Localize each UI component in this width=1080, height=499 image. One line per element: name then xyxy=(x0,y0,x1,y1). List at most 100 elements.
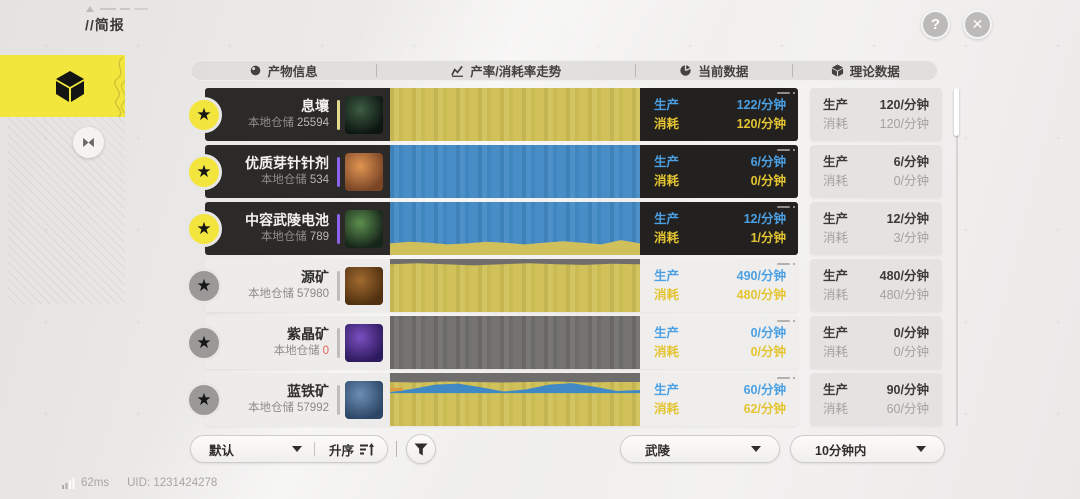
theory-production-value: 12/分钟 xyxy=(886,212,929,226)
storage-label: 本地仓储 xyxy=(248,402,295,415)
storage-value: 0 xyxy=(322,345,329,358)
help-button[interactable]: ? xyxy=(921,10,950,39)
production-label: 生产 xyxy=(654,269,680,283)
favorite-star-button[interactable]: ★ xyxy=(186,325,222,361)
product-info-cell: 息壤 本地仓储 25594 xyxy=(205,88,390,141)
current-consumption-value: 0/分钟 xyxy=(750,345,786,359)
theory-consumption-value: 120/分钟 xyxy=(879,117,929,131)
star-icon: ★ xyxy=(196,390,212,409)
favorite-star-button[interactable]: ★ xyxy=(186,382,222,418)
product-row-card[interactable]: 中容武陵电池 本地仓储 789 生产 12/分钟 消耗 1/分钟 xyxy=(205,202,798,255)
star-icon: ★ xyxy=(196,276,212,295)
product-row-card[interactable]: 源矿 本地仓储 57980 生产 490/分钟 消耗 480/分钟 xyxy=(205,259,798,312)
product-info-cell: 紫晶矿 本地仓储 0 xyxy=(205,316,390,369)
consumption-label: 消耗 xyxy=(654,174,680,188)
current-consumption-value: 120/分钟 xyxy=(736,117,786,131)
status-bar: 62ms UID: 1231424278 xyxy=(62,477,217,489)
row-handle xyxy=(777,206,795,208)
tab-current-data[interactable]: 当前数据 xyxy=(636,60,791,81)
tab-theory-data[interactable]: 理论数据 xyxy=(793,60,938,81)
product-row: ★ 紫晶矿 本地仓储 0 生产 0/分钟 消耗 0/分钟 xyxy=(186,316,948,369)
scrollbar-thumb[interactable] xyxy=(954,88,959,136)
product-row-card[interactable]: 紫晶矿 本地仓储 0 生产 0/分钟 消耗 0/分钟 xyxy=(205,316,798,369)
theory-data-cell: 生产 0/分钟 消耗 0/分钟 xyxy=(810,316,942,369)
time-range-dropdown[interactable]: 10分钟内 xyxy=(790,435,945,463)
pie-chart-icon xyxy=(680,64,692,76)
storage-value: 57992 xyxy=(297,402,329,415)
trend-chart-icon xyxy=(451,65,464,77)
product-info-cell: 源矿 本地仓储 57980 xyxy=(205,259,390,312)
rate-trend-chart xyxy=(390,316,640,369)
production-label: 生产 xyxy=(654,98,680,112)
sort-order-label: 升序 xyxy=(328,443,354,458)
current-production-value: 122/分钟 xyxy=(736,98,786,112)
product-storage: 本地仓储 534 xyxy=(205,173,329,189)
tab-product-info[interactable]: 产物信息 xyxy=(190,60,376,81)
production-label: 生产 xyxy=(823,326,849,340)
favorite-star-button[interactable]: ★ xyxy=(186,97,222,133)
column-header-bar: 产物信息 产率/消耗率走势 当前数据 理论数据 xyxy=(190,60,938,81)
favorite-star-button[interactable]: ★ xyxy=(186,211,222,247)
storage-value: 789 xyxy=(309,231,329,244)
sort-order-button[interactable]: 升序 xyxy=(315,440,387,459)
tab-label: 当前数据 xyxy=(698,65,749,79)
item-image-dark-green-mineral xyxy=(345,95,383,134)
current-data-cell: 生产 0/分钟 消耗 0/分钟 xyxy=(640,316,798,369)
header-divider xyxy=(635,64,637,77)
storage-value: 534 xyxy=(309,174,329,187)
chevron-down-icon xyxy=(916,446,926,452)
scrollbar-track[interactable] xyxy=(956,88,958,426)
favorite-star-button[interactable]: ★ xyxy=(186,268,222,304)
tab-rate-trend[interactable]: 产率/消耗率走势 xyxy=(377,60,635,81)
rarity-bar xyxy=(337,156,340,187)
consumption-label: 消耗 xyxy=(823,117,849,131)
product-storage: 本地仓储 57980 xyxy=(205,287,329,303)
sidebar-mode-tile[interactable] xyxy=(0,55,125,117)
current-production-value: 12/分钟 xyxy=(743,212,786,226)
chevron-down-icon xyxy=(291,446,302,452)
faction-badge[interactable] xyxy=(73,127,104,158)
consumption-label: 消耗 xyxy=(823,288,849,302)
rarity-bar xyxy=(337,213,340,244)
consumption-label: 消耗 xyxy=(823,174,849,188)
chevron-down-icon xyxy=(751,446,761,452)
product-storage: 本地仓储 789 xyxy=(205,230,329,246)
sort-by-dropdown[interactable]: 默认 xyxy=(191,440,314,459)
product-row-card[interactable]: 优质芽针针剂 本地仓储 534 生产 6/分钟 消耗 0/分钟 xyxy=(205,145,798,198)
product-list: ★ 息壤 本地仓储 25594 生产 122/分钟 消耗 120/分钟 xyxy=(186,88,948,430)
star-icon: ★ xyxy=(196,105,212,124)
product-row-card[interactable]: 蓝铁矿 本地仓储 57992 生产 60/分钟 消耗 62/分钟 xyxy=(205,373,798,426)
consumption-label: 消耗 xyxy=(823,345,849,359)
region-dropdown[interactable]: 武陵 xyxy=(620,435,780,463)
product-info-cell: 优质芽针针剂 本地仓储 534 xyxy=(205,145,390,198)
sort-by-value: 默认 xyxy=(209,443,235,458)
controls-divider xyxy=(396,441,397,457)
filter-button[interactable] xyxy=(406,434,436,464)
favorite-star-button[interactable]: ★ xyxy=(186,154,222,190)
consumption-label: 消耗 xyxy=(654,345,680,359)
theory-data-cell: 生产 6/分钟 消耗 0/分钟 xyxy=(810,145,942,198)
current-consumption-value: 62/分钟 xyxy=(743,402,786,416)
chart-stripes xyxy=(390,316,640,369)
product-storage: 本地仓储 25594 xyxy=(205,116,329,132)
production-label: 生产 xyxy=(823,212,849,226)
theory-data-cell: 生产 90/分钟 消耗 60/分钟 xyxy=(810,373,942,426)
tab-label: 理论数据 xyxy=(849,65,900,79)
current-data-cell: 生产 122/分钟 消耗 120/分钟 xyxy=(640,88,798,141)
product-row-card[interactable]: 息壤 本地仓储 25594 生产 122/分钟 消耗 120/分钟 xyxy=(205,88,798,141)
theory-data-cell: 生产 480/分钟 消耗 480/分钟 xyxy=(810,259,942,312)
uid-value: UID: 1231424278 xyxy=(127,477,218,489)
current-data-cell: 生产 490/分钟 消耗 480/分钟 xyxy=(640,259,798,312)
theory-production-value: 480/分钟 xyxy=(879,269,929,283)
theory-data-cell: 生产 120/分钟 消耗 120/分钟 xyxy=(810,88,942,141)
product-name: 源矿 xyxy=(301,269,329,286)
time-range-value: 10分钟内 xyxy=(815,443,867,458)
current-data-cell: 生产 60/分钟 消耗 62/分钟 xyxy=(640,373,798,426)
current-data-cell: 生产 6/分钟 消耗 0/分钟 xyxy=(640,145,798,198)
product-name: 息壤 xyxy=(301,98,329,115)
product-info-cell: 中容武陵电池 本地仓储 789 xyxy=(205,202,390,255)
storage-label: 本地仓储 xyxy=(273,345,320,358)
close-button[interactable]: ✕ xyxy=(963,10,992,39)
sidebar-hatch-texture xyxy=(8,117,125,305)
